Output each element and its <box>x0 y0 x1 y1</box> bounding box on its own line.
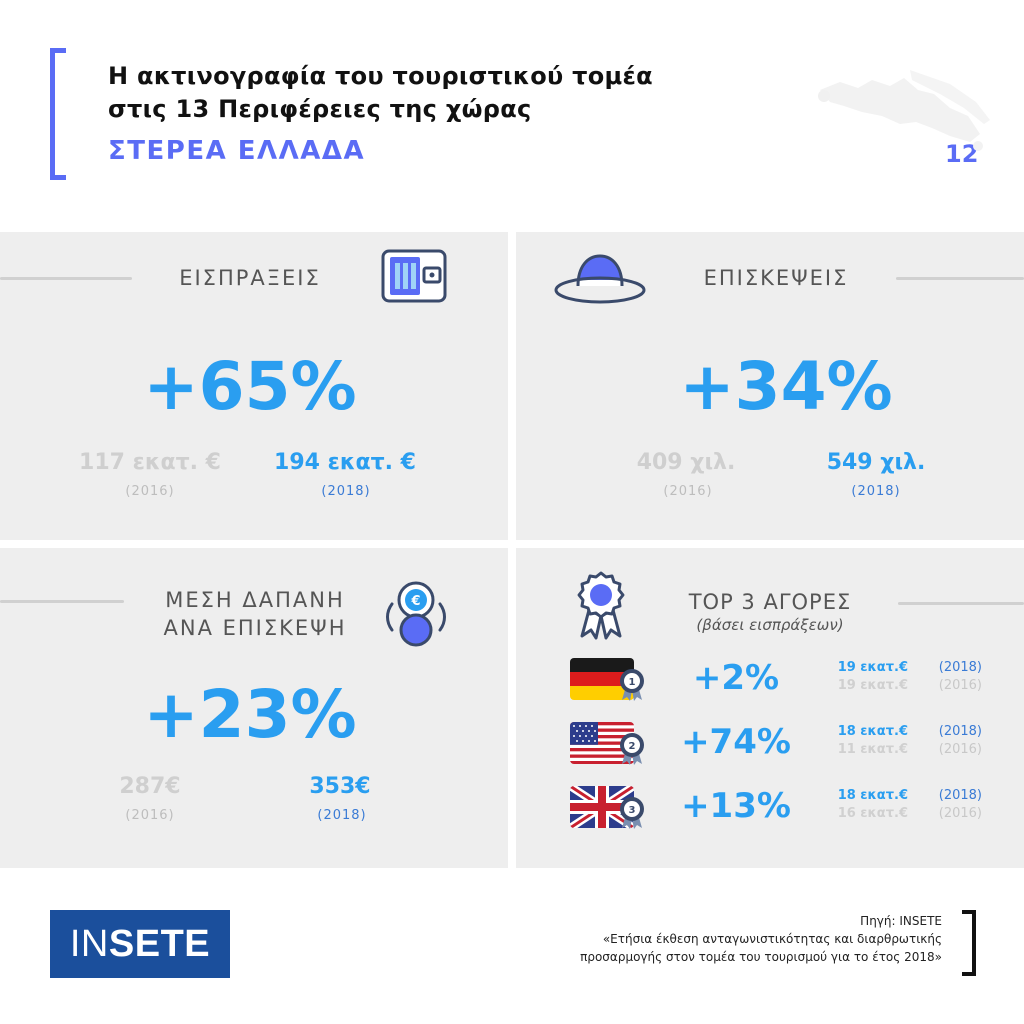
market-row-uk: 3 +13% 18 εκατ.€ 16 εκατ.€ (2018) (2016) <box>516 786 1024 838</box>
spend-new-value: 353€ <box>309 774 371 799</box>
visits-change: +34% <box>679 348 893 425</box>
visits-new-year: (2018) <box>851 484 901 499</box>
markets-title: TOP 3 ΑΓΟΡΕΣ <box>688 590 852 614</box>
svg-text:2: 2 <box>629 741 636 752</box>
market-value-2016: 16 εκατ.€ <box>837 806 908 821</box>
spend-old-value: 287€ <box>119 774 181 799</box>
receipts-left-rule <box>0 277 132 280</box>
market-year-2018: (2018) <box>938 660 982 675</box>
visits-old-year: (2016) <box>663 484 713 499</box>
market-change: +2% <box>692 658 780 698</box>
uk-flag <box>570 786 634 828</box>
page-title-line2: στις 13 Περιφέρειες της χώρας <box>108 95 532 123</box>
footer-bracket <box>962 910 976 976</box>
svg-text:3: 3 <box>629 805 636 816</box>
region-name: ΣΤΕΡΕΑ ΕΛΛΑΔΑ <box>108 136 366 166</box>
insete-logo: INSETE <box>50 910 230 978</box>
receipts-panel: ΕΙΣΠΡΑΞΕΙΣ +65% 117 εκατ. € 194 εκατ. € … <box>0 232 508 540</box>
visits-title: ΕΠΙΣΚΕΨΕΙΣ <box>703 266 849 290</box>
receipts-old-year: (2016) <box>125 484 175 499</box>
page-number: 12 <box>945 140 979 168</box>
market-value-2018: 18 εκατ.€ <box>837 724 908 739</box>
rank-1-medal-icon: 1 <box>620 669 644 701</box>
region-map-icon <box>818 70 990 151</box>
wallet-icon <box>381 249 447 303</box>
receipts-new-value: 194 εκατ. € <box>274 450 416 475</box>
logo-part1: IN <box>69 923 109 965</box>
receipts-old-value: 117 εκατ. € <box>79 450 221 475</box>
spend-title-line2: ΑΝΑ ΕΠΙΣΚΕΨΗ <box>163 616 347 640</box>
source-line3: προσαρμογής στον τομέα του τουρισμού για… <box>580 950 942 964</box>
spend-old-year: (2016) <box>125 808 175 823</box>
markets-subtitle: (βάσει εισπράξεων) <box>696 616 844 634</box>
market-year-2018: (2018) <box>938 724 982 739</box>
header-bracket <box>50 48 66 180</box>
receipts-change: +65% <box>143 348 357 425</box>
visits-new-value: 549 χιλ. <box>826 450 926 475</box>
page-title-line1: Η ακτινογραφία του τουριστικού τομέα <box>108 62 653 90</box>
market-year-2018: (2018) <box>938 788 982 803</box>
market-row-usa: 2 +74% 18 εκατ.€ 11 εκατ.€ (2018) (2016) <box>516 722 1024 774</box>
award-ribbon-icon <box>577 571 625 640</box>
visits-panel: ΕΠΙΣΚΕΨΕΙΣ +34% 409 χιλ. 549 χιλ. (2016)… <box>516 232 1024 540</box>
market-row-germany: 1 +2% 19 εκατ.€ 19 εκατ.€ (2018) (2016) <box>516 658 1024 710</box>
source-line1: Πηγή: INSETE <box>860 914 942 928</box>
svg-text:€: € <box>410 594 420 609</box>
markets-right-rule <box>898 602 1024 605</box>
market-value-2016: 11 εκατ.€ <box>837 742 908 757</box>
markets-panel: TOP 3 ΑΓΟΡΕΣ (βάσει εισπράξεων) 1 +2% 19… <box>516 548 1024 868</box>
market-value-2016: 19 εκατ.€ <box>837 678 908 693</box>
spend-title-line1: ΜΕΣΗ ΔΑΠΑΝΗ <box>165 588 345 612</box>
spend-left-rule <box>0 600 124 603</box>
page-title: Η ακτινογραφία του τουριστικού τομέα στι… <box>108 60 808 126</box>
svg-text:1: 1 <box>629 677 636 688</box>
germany-flag <box>570 658 634 700</box>
spend-new-year: (2018) <box>317 808 367 823</box>
source-note: Πηγή: INSETE «Ετήσια έκθεση ανταγωνιστικ… <box>382 912 942 966</box>
rank-3-medal-icon: 3 <box>620 797 644 829</box>
market-year-2016: (2016) <box>938 742 982 757</box>
spend-title: ΜΕΣΗ ΔΑΠΑΝΗ ΑΝΑ ΕΠΙΣΚΕΨΗ <box>130 586 380 642</box>
market-change: +13% <box>681 786 791 826</box>
visits-right-rule <box>896 277 1024 280</box>
visits-old-value: 409 χιλ. <box>636 450 736 475</box>
logo-part2: SETE <box>108 923 211 965</box>
hat-icon <box>554 254 646 304</box>
market-value-2018: 18 εκατ.€ <box>837 788 908 803</box>
market-value-2018: 19 εκατ.€ <box>837 660 908 675</box>
market-year-2016: (2016) <box>938 806 982 821</box>
rank-2-medal-icon: 2 <box>620 733 644 765</box>
receipts-new-year: (2018) <box>321 484 371 499</box>
spend-panel: ΜΕΣΗ ΔΑΠΑΝΗ ΑΝΑ ΕΠΙΣΚΕΨΗ € +23% 287€ 353… <box>0 548 508 868</box>
coins-icon: € <box>386 581 446 647</box>
market-change: +74% <box>681 722 791 762</box>
spend-change: +23% <box>143 676 357 753</box>
receipts-title: ΕΙΣΠΡΑΞΕΙΣ <box>179 266 321 290</box>
market-year-2016: (2016) <box>938 678 982 693</box>
source-line2: «Ετήσια έκθεση ανταγωνιστικότητας και δι… <box>602 932 942 946</box>
